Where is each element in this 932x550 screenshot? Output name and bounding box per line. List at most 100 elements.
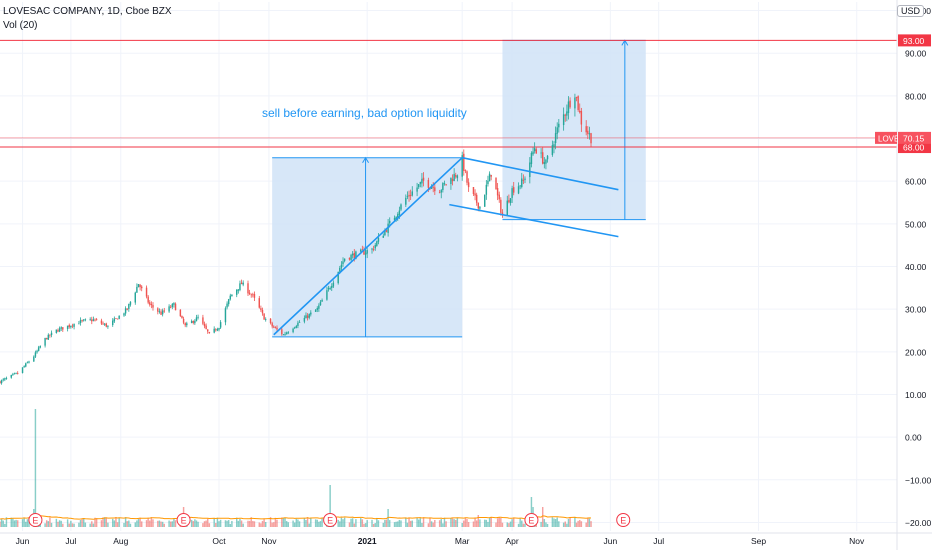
volume-bar	[577, 520, 579, 527]
candle-body	[285, 332, 288, 335]
volume-bar	[124, 517, 127, 527]
candle-body	[58, 328, 61, 332]
volume-bar	[208, 523, 211, 527]
candle-body	[579, 110, 581, 113]
volume-bar	[250, 517, 252, 527]
volume-bar	[558, 521, 560, 527]
volume-bar	[274, 517, 277, 527]
price-axis-tick-label: 80.00	[905, 91, 927, 101]
candle-body	[55, 329, 58, 334]
volume-bar	[227, 520, 230, 527]
volume-bar	[226, 520, 228, 527]
candle-body	[137, 284, 140, 288]
candle-body	[145, 287, 148, 297]
candle-body	[174, 303, 177, 311]
candle-body	[295, 326, 298, 328]
candle-body	[248, 292, 251, 295]
volume-bar	[57, 521, 59, 527]
price-axis-tick-label: −10.00	[905, 475, 932, 485]
candle-body	[348, 257, 351, 260]
price-range-box	[502, 40, 646, 220]
candle-body	[556, 127, 558, 134]
candle-body	[45, 338, 48, 340]
candle-body	[472, 187, 475, 194]
volume-bar	[62, 523, 64, 527]
volume-indicator-label[interactable]: Vol (20)	[3, 20, 38, 31]
candle-body	[567, 101, 570, 113]
candle-body	[297, 322, 299, 326]
chart-annotation-text[interactable]: sell before earning, bad option liquidit…	[262, 106, 467, 120]
volume-bar	[12, 518, 14, 527]
volume-bar	[453, 519, 455, 527]
volume-bar	[116, 522, 119, 527]
volume-bar	[229, 523, 232, 527]
time-axis-tick-label: Apr	[505, 536, 518, 546]
candle-body	[150, 303, 153, 306]
candle-body	[382, 235, 385, 238]
candle-body	[364, 252, 367, 255]
volume-bar	[129, 523, 132, 527]
volume-bar	[319, 521, 322, 527]
candle-body	[44, 337, 46, 346]
volume-bar	[202, 523, 204, 527]
candle-body	[152, 305, 154, 308]
volume-bar	[128, 520, 130, 527]
volume-bar	[236, 517, 238, 527]
volume-bar	[466, 519, 468, 527]
price-axis-tick-label: 90.00	[905, 49, 927, 59]
candle-body	[273, 326, 275, 328]
candle-body	[498, 194, 500, 200]
candle-body	[372, 248, 375, 250]
volume-bar	[343, 517, 346, 527]
volume-bar	[400, 520, 402, 527]
volume-bar	[588, 518, 591, 527]
volume-bar	[524, 523, 526, 527]
candle-body	[326, 290, 328, 300]
candle-body	[205, 325, 207, 330]
volume-bar	[393, 522, 396, 527]
volume-bar	[364, 523, 367, 527]
candle-body	[529, 162, 531, 178]
price-axis-tick-label: 50.00	[905, 219, 927, 229]
candle-body	[39, 346, 41, 348]
volume-bar	[78, 522, 80, 527]
volume-bar	[218, 521, 220, 527]
volume-bar	[105, 518, 108, 527]
volume-bar	[487, 521, 489, 527]
volume-bar	[553, 518, 555, 527]
volume-bar	[21, 519, 24, 527]
candle-body	[540, 152, 542, 154]
volume-bar	[384, 519, 386, 527]
candle-body	[371, 248, 373, 250]
candle-body	[519, 185, 521, 187]
candle-body	[5, 377, 8, 379]
candle-body	[21, 367, 24, 373]
candle-body	[479, 206, 481, 209]
volume-bar	[248, 520, 251, 527]
candle-body	[395, 216, 397, 220]
candle-body	[308, 313, 310, 318]
candle-body	[103, 323, 106, 325]
candle-body	[50, 332, 53, 336]
volume-bar	[430, 521, 433, 527]
candle-body	[588, 133, 591, 135]
candle-body	[194, 320, 196, 324]
volume-bar	[308, 523, 310, 527]
earnings-marker-label: E	[181, 516, 187, 526]
volume-bar	[137, 518, 140, 527]
candle-body	[157, 308, 159, 312]
candle-body	[140, 286, 143, 289]
volume-bar	[351, 518, 354, 527]
earnings-marker	[28, 513, 43, 527]
candle-body	[305, 315, 307, 319]
volume-bar	[409, 520, 412, 527]
volume-bar	[488, 517, 491, 527]
earnings-marker	[176, 513, 191, 527]
currency-button[interactable]: USD	[896, 5, 924, 17]
candle-body	[226, 303, 228, 308]
candle-body	[477, 202, 480, 209]
level-price-badge-label: 93.00	[903, 36, 925, 46]
volume-bar	[5, 517, 8, 527]
volume-bar	[562, 522, 565, 527]
